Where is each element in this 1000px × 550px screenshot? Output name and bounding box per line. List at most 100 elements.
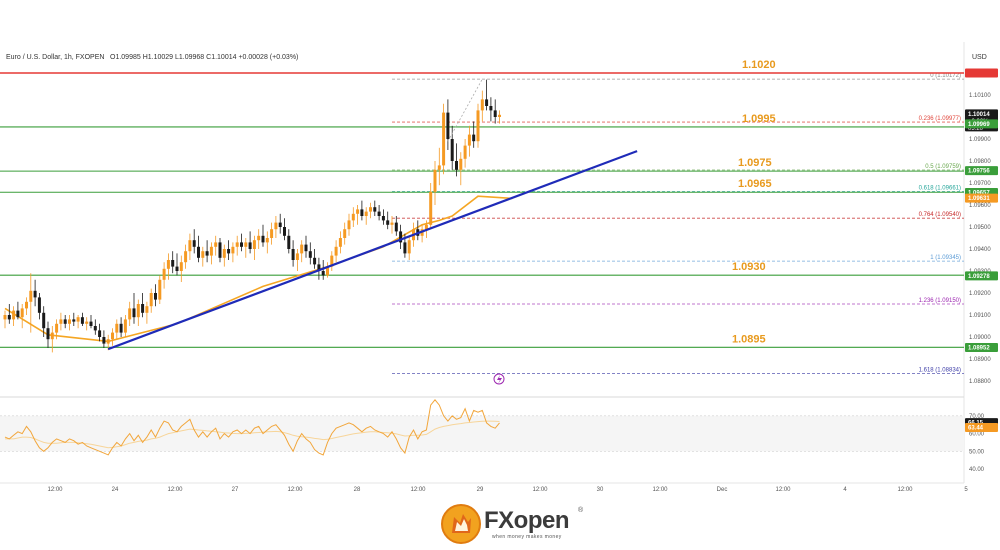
candle-body	[313, 257, 317, 265]
time-tick-label: 27	[232, 487, 239, 493]
trendline	[107, 150, 638, 351]
fib-label: 1 (1.09345)	[930, 255, 961, 261]
time-tick-label: Dec	[717, 487, 728, 493]
fibonacci-retracement[interactable]: 0 (1.10172) 0.236 (1.09977) 0.5 (1.09759) 0…	[392, 73, 964, 374]
price-tick-label: 1.09100	[969, 313, 991, 319]
price-tag-text: 1.09631	[968, 196, 990, 202]
candle-body	[442, 112, 446, 166]
candle-body	[485, 99, 489, 106]
candle-body	[166, 260, 170, 269]
time-tick-label: 12:00	[532, 487, 548, 493]
price-tick-label: 1.09600	[969, 203, 991, 209]
candle-body	[12, 310, 16, 320]
price-tag-text: 1.09657	[968, 190, 990, 196]
level-label: 1.0930	[732, 261, 766, 273]
rsi-ma-line	[5, 420, 500, 449]
price-tags: 1.10014+0.90%05:201.099691.097561.096571…	[965, 68, 998, 432]
candle-body	[283, 227, 286, 236]
time-tick-label: 28	[354, 487, 361, 493]
candle-body	[7, 315, 11, 320]
fxopen-logo: FXopen when money makes money ®	[440, 503, 600, 545]
price-tag-text: 1.08952	[968, 346, 990, 352]
candle-body	[317, 264, 321, 271]
level-label: 1.0975	[738, 157, 772, 169]
price-tag-text: 1.10014	[968, 112, 990, 118]
candle-body	[300, 244, 304, 254]
time-tick-label: 12:00	[897, 487, 913, 493]
candle-body	[33, 290, 37, 298]
candle-body	[261, 235, 265, 243]
candle-body	[480, 99, 484, 111]
candle-body	[154, 293, 157, 300]
candle-body	[424, 224, 428, 230]
candle-body	[476, 110, 480, 142]
price-tick-label: 1.09700	[969, 181, 991, 187]
level-label: 1.1020	[742, 59, 776, 71]
candle-body	[240, 242, 243, 247]
candle-body	[179, 262, 183, 271]
brand-name: FXopen	[484, 507, 570, 534]
candle-body	[381, 216, 385, 221]
candle-body	[459, 158, 463, 170]
candle-body	[59, 319, 63, 324]
candle-body	[467, 134, 471, 146]
candle-body	[386, 220, 390, 225]
price-tick-label: 1.09400	[969, 247, 991, 253]
candle-body	[278, 222, 282, 227]
candle-body	[295, 253, 299, 260]
rsi-pane	[0, 399, 964, 456]
candle-body	[274, 222, 278, 230]
footer-area	[0, 482, 1000, 549]
candle-body	[115, 323, 119, 333]
candle-body	[162, 268, 166, 280]
candle-body	[205, 251, 209, 256]
candle-body	[136, 304, 140, 318]
candle-body	[347, 220, 351, 230]
alert-icon[interactable]	[493, 373, 505, 385]
time-tick-label: 5	[964, 487, 968, 493]
candle-body	[356, 209, 360, 214]
candle-body	[50, 332, 54, 340]
candle-body	[46, 328, 50, 340]
price-tick-label: 1.09900	[969, 137, 991, 143]
candle-body	[326, 266, 329, 276]
price-tag-box	[965, 166, 998, 176]
price-tick-label: 1.09200	[969, 291, 991, 297]
candle-body	[42, 312, 46, 329]
currency-label: USD	[972, 54, 987, 61]
time-tick-label: 29	[477, 487, 484, 493]
candle-body	[455, 161, 458, 170]
candle-body	[128, 308, 132, 320]
candle-body	[209, 246, 213, 256]
candle-body	[63, 319, 67, 324]
trendline-group[interactable]	[107, 78, 638, 351]
candle-body	[175, 266, 179, 271]
candle-body	[145, 306, 149, 313]
candles[interactable]	[3, 79, 502, 353]
candle-body	[102, 337, 106, 344]
level-label: 1.0895	[732, 333, 766, 345]
candle-body	[227, 249, 231, 254]
fib-label: 0.5 (1.09759)	[925, 164, 961, 170]
candle-body	[231, 246, 235, 254]
candle-body	[235, 242, 239, 247]
horizontal-levels[interactable]: 1.1020 1.0995 1.0975 1.0965 1.0930 1.0895	[0, 59, 964, 348]
price-tag-text: 1.09278	[968, 274, 990, 280]
candle-body	[119, 323, 123, 333]
candle-body	[197, 246, 200, 258]
level-label: 1.0965	[738, 178, 772, 190]
candle-body	[291, 249, 295, 260]
rsi-tag-box	[965, 422, 998, 432]
price-tag-subtext: 05:20	[968, 126, 984, 132]
brand-tagline: when money makes money	[492, 534, 562, 540]
candle-body	[403, 242, 407, 254]
time-tick-label: 4	[843, 487, 847, 493]
candle-body	[218, 242, 222, 258]
time-tick-label: 12:00	[652, 487, 668, 493]
fox-emblem-icon	[441, 504, 481, 544]
candle-body	[132, 308, 136, 318]
level-label: 1.0995	[742, 113, 776, 125]
candle-body	[463, 145, 467, 159]
fib-label: 0.618 (1.09661)	[919, 186, 961, 192]
